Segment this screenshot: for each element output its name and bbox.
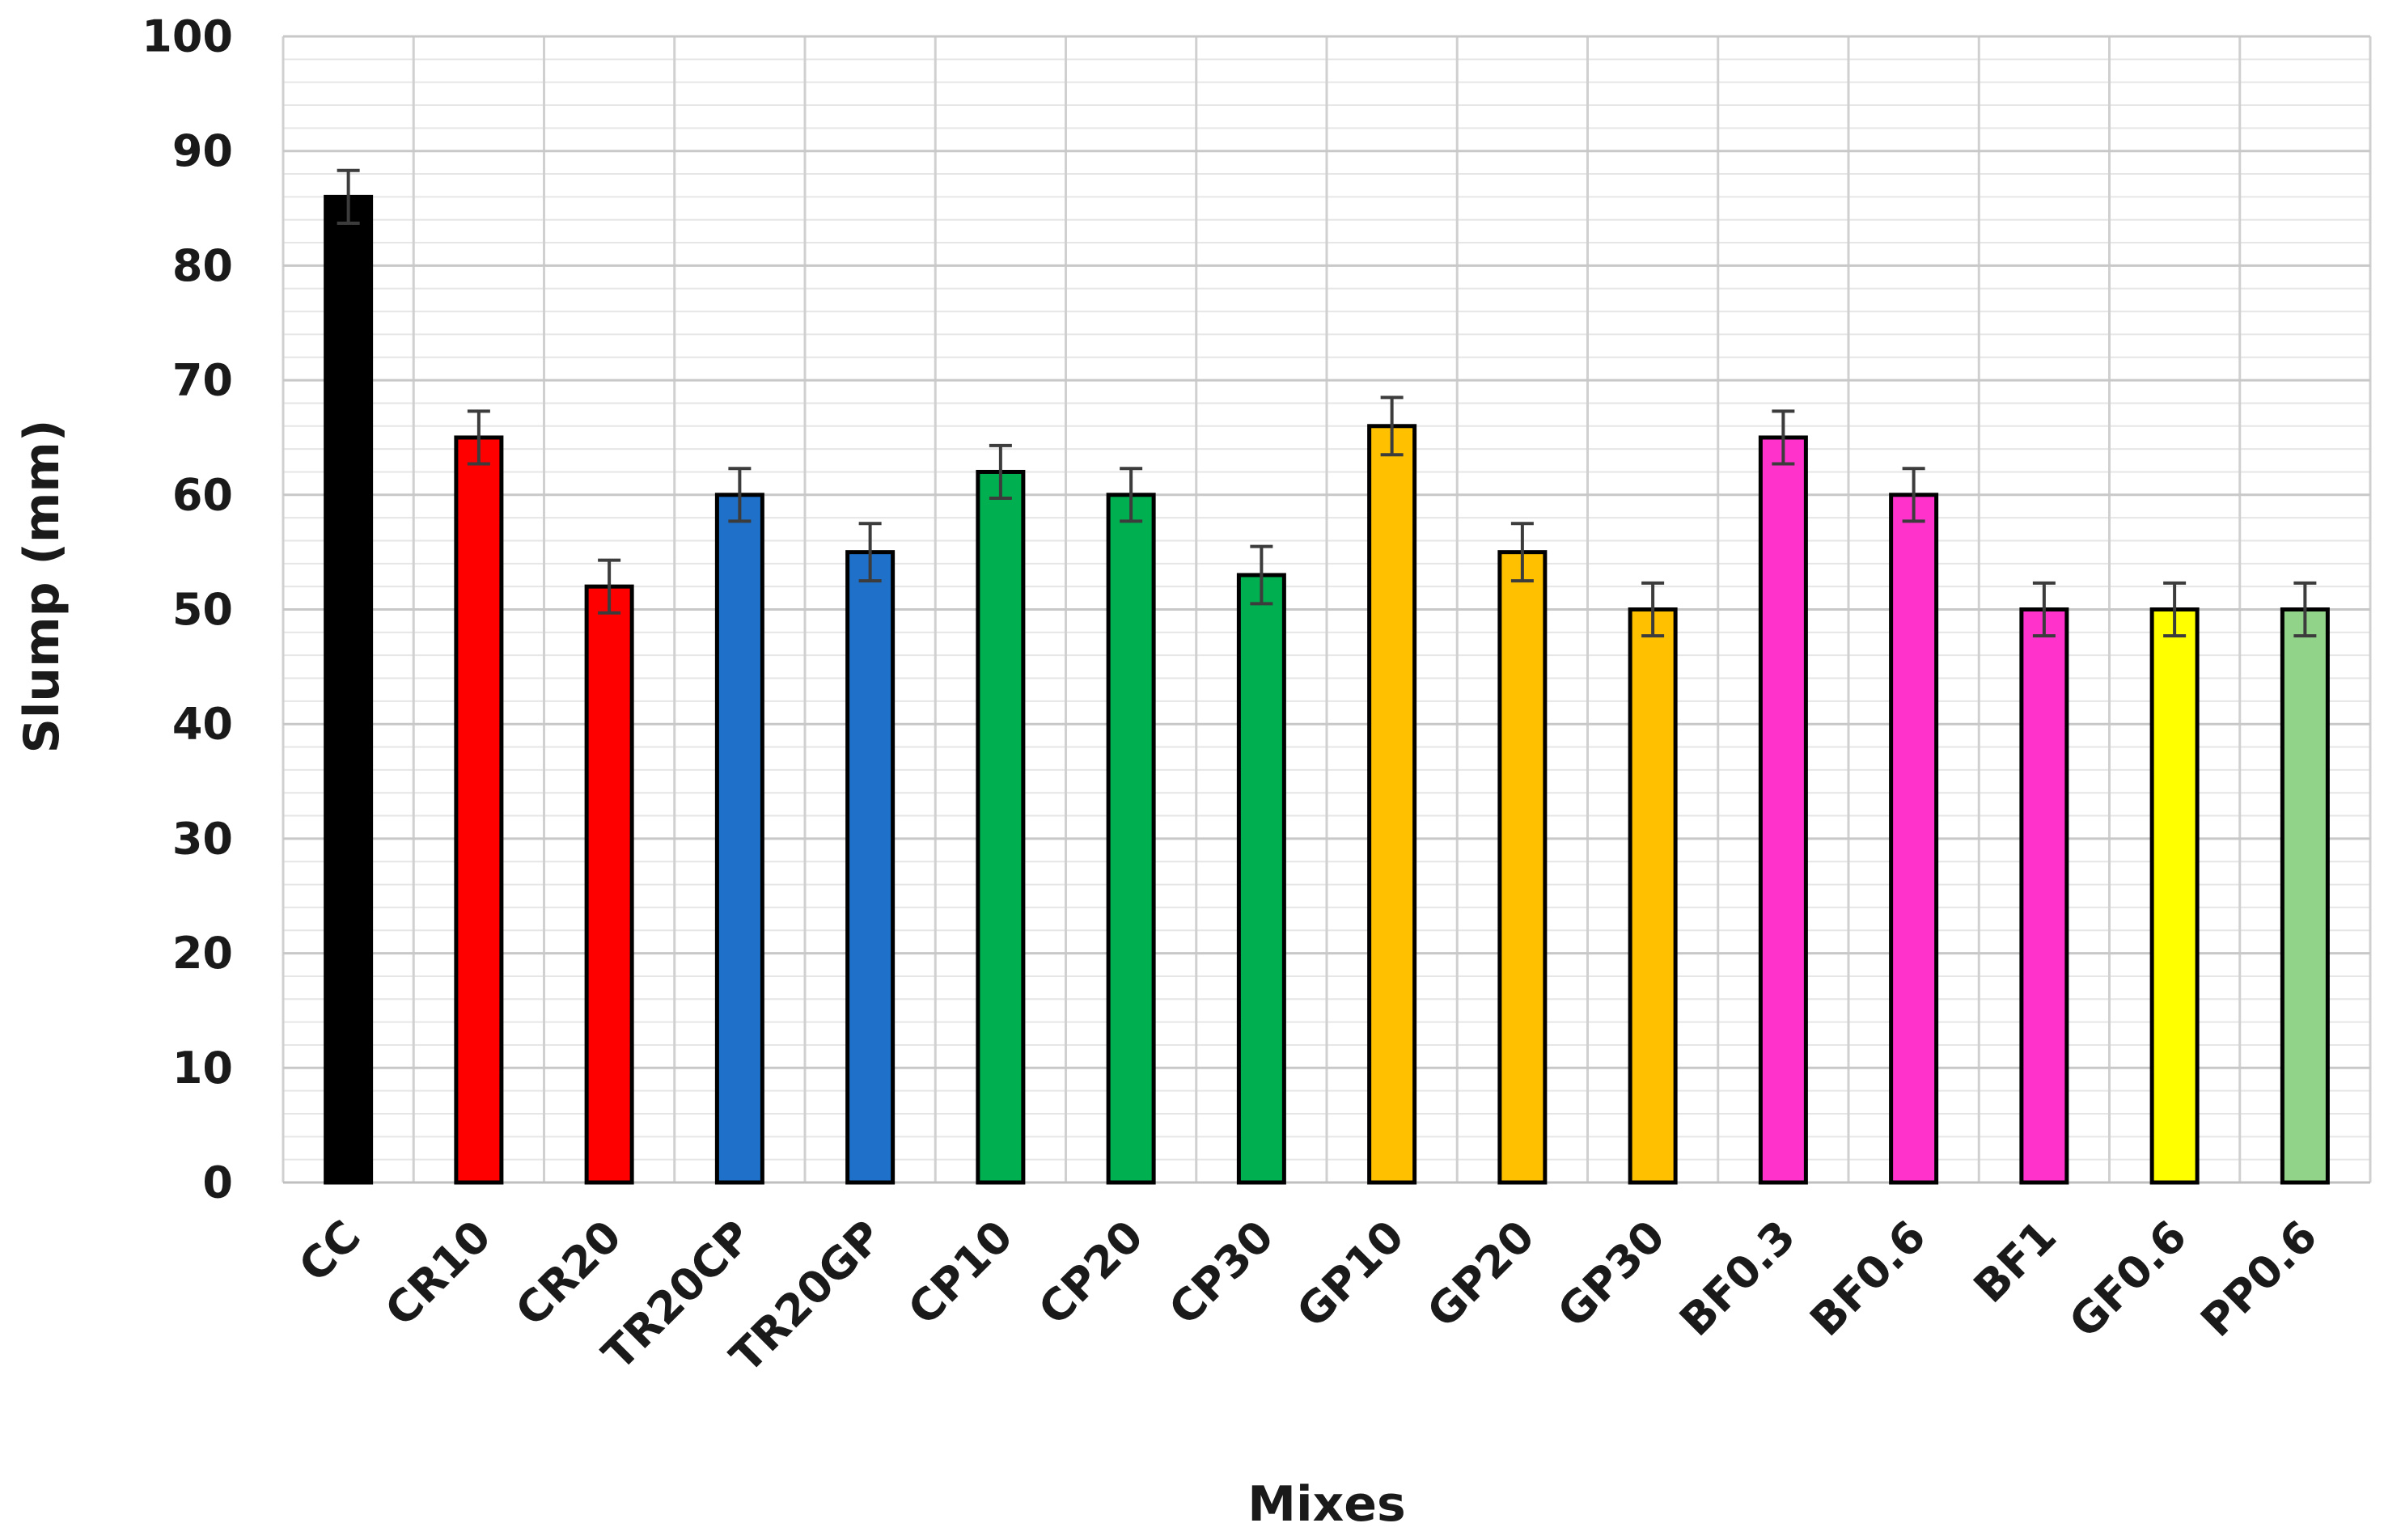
- error-bar-CP20: [1120, 467, 1143, 523]
- x-tick-label: CP30: [1159, 1211, 1284, 1335]
- y-tick-label: 30: [172, 813, 233, 864]
- error-bar-BF0.6: [1902, 467, 1925, 523]
- x-tick-label: BF1: [1964, 1211, 2066, 1313]
- y-tick-label: 70: [172, 355, 233, 406]
- x-tick-label: BF0.3: [1670, 1211, 1805, 1346]
- error-bar-PP0.6: [2293, 581, 2317, 638]
- y-tick-label: 50: [172, 584, 233, 635]
- error-bars: [337, 168, 2317, 638]
- bar-BF1: [2019, 607, 2069, 1185]
- x-tick-label: CR20: [506, 1211, 631, 1336]
- y-tick-labels: 0 10 20 30 40 50 60 70 80 90 100: [142, 11, 233, 1208]
- bar-GP10: [1367, 424, 1417, 1185]
- error-bar-BF1: [2032, 581, 2056, 638]
- x-tick-label: GP20: [1417, 1211, 1544, 1338]
- error-bar-GP30: [1641, 581, 1665, 638]
- bars: [324, 194, 2330, 1185]
- y-tick-label: 90: [172, 125, 233, 176]
- x-tick-label: CP10: [898, 1211, 1023, 1335]
- x-tick-label: BF0.6: [1800, 1211, 1935, 1346]
- x-tick-label: GP10: [1287, 1211, 1414, 1338]
- bar-CR20: [584, 584, 634, 1185]
- error-bar-GF0.6: [2163, 581, 2187, 638]
- bar-PP0.6: [2280, 607, 2330, 1185]
- x-tick-label: CC: [289, 1211, 371, 1292]
- error-bar-CC: [337, 168, 360, 225]
- error-bar-GP20: [1510, 522, 1534, 583]
- bar-GP30: [1628, 607, 1678, 1185]
- bar-GP20: [1497, 550, 1548, 1185]
- error-bar-TR20CP: [728, 467, 752, 523]
- error-bar-CP10: [989, 443, 1012, 501]
- y-tick-label: 0: [202, 1157, 233, 1208]
- error-bar-CR10: [467, 409, 490, 466]
- y-axis-title: Slump (mm): [14, 420, 70, 754]
- error-bar-TR20GP: [858, 522, 882, 583]
- x-axis-title: Mixes: [1247, 1476, 1405, 1533]
- x-tick-label: CR10: [375, 1211, 501, 1336]
- error-bar-CR20: [598, 558, 621, 615]
- bar-TR20GP: [845, 550, 896, 1185]
- y-tick-label: 10: [172, 1043, 233, 1094]
- x-tick-label: PP0.6: [2191, 1211, 2327, 1347]
- x-tick-label: CP20: [1029, 1211, 1154, 1335]
- bar-TR20CP: [714, 493, 764, 1185]
- x-tick-label: GP30: [1548, 1211, 1675, 1338]
- bar-CR10: [454, 435, 504, 1185]
- error-bar-BF0.3: [1772, 409, 1795, 466]
- bar-GF0.6: [2149, 607, 2200, 1185]
- y-tick-label: 40: [172, 699, 233, 750]
- y-tick-label: 20: [172, 928, 233, 979]
- error-bar-CP30: [1250, 544, 1273, 606]
- x-tick-label: GF0.6: [2060, 1211, 2197, 1348]
- bar-CC: [324, 194, 374, 1185]
- bar-CP20: [1106, 493, 1156, 1185]
- bar-BF0.6: [1889, 493, 1939, 1185]
- y-tick-label: 80: [172, 240, 233, 291]
- bar-CP30: [1236, 573, 1286, 1185]
- bar-CP10: [976, 469, 1026, 1185]
- error-bar-GP10: [1380, 396, 1404, 457]
- y-tick-label: 60: [172, 469, 233, 520]
- bar-BF0.3: [1758, 435, 1808, 1185]
- y-tick-label: 100: [142, 11, 233, 62]
